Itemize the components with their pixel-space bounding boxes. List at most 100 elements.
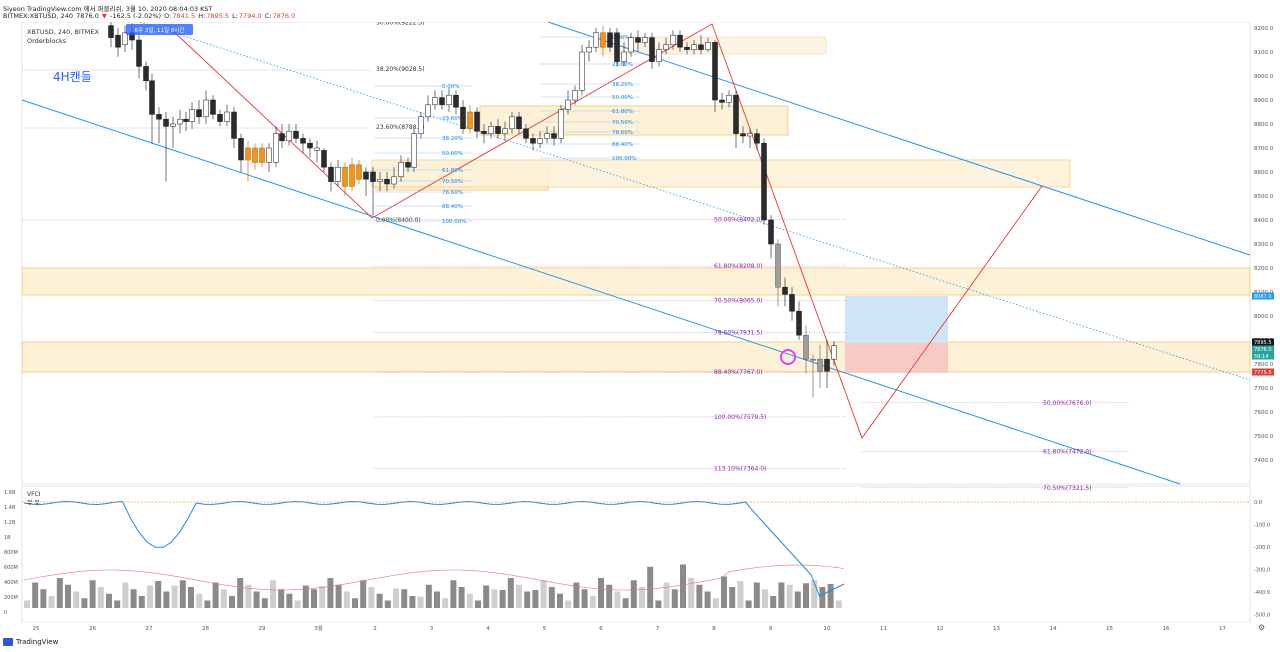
volume-bar bbox=[770, 596, 777, 608]
highlight-circle[interactable] bbox=[780, 349, 796, 365]
candle bbox=[593, 28, 599, 52]
candle bbox=[740, 126, 746, 144]
volume-bar bbox=[270, 580, 276, 608]
candle bbox=[516, 112, 522, 134]
chart-legend-indicator[interactable]: Orderblocks bbox=[27, 37, 67, 45]
candle bbox=[663, 37, 669, 55]
chart-legend-title[interactable]: XBTUSD, 240, BITMEX bbox=[27, 28, 100, 36]
fib-level-label: 0.00%(8400.0) bbox=[376, 217, 421, 224]
volume-bar bbox=[147, 585, 153, 608]
candle bbox=[245, 140, 251, 182]
volume-bar bbox=[56, 578, 63, 608]
volume-bar bbox=[688, 578, 695, 608]
price-axis-label: 9100.0 bbox=[1254, 50, 1274, 56]
indicator-right-label: -300.0 bbox=[1254, 568, 1270, 574]
volume-bar bbox=[122, 582, 129, 608]
time-axis[interactable]: 25 26 27 28 29 3월 2 3 4 5 6 7 8 9 10 11 12 13 14 15 16 17 bbox=[33, 624, 1227, 632]
candle-note[interactable]: 4H캔들 bbox=[53, 70, 92, 84]
settings-gear-icon[interactable]: ⚙ bbox=[1258, 623, 1265, 632]
volume-bar bbox=[97, 587, 104, 608]
candle bbox=[136, 35, 142, 79]
candle bbox=[600, 25, 606, 57]
volume-bar bbox=[229, 596, 235, 608]
ohlc-close-label: C: bbox=[264, 12, 272, 20]
ohlc-high-label: H: bbox=[198, 12, 206, 20]
price-axis-label: 7400.0 bbox=[1254, 458, 1274, 464]
volume-bar bbox=[786, 584, 793, 608]
candle bbox=[405, 157, 411, 172]
volume-bar bbox=[680, 564, 686, 608]
long-position-target[interactable] bbox=[845, 296, 948, 343]
volume-bar bbox=[155, 581, 162, 608]
fib-level-label: 38.20%(9028.5) bbox=[376, 66, 425, 73]
indicator-left-label: 800M bbox=[4, 550, 18, 556]
candle bbox=[635, 30, 641, 52]
candle bbox=[754, 128, 760, 151]
ohlc-close: 7876.0 bbox=[272, 12, 296, 20]
time-axis-label: 11 bbox=[880, 626, 887, 632]
price-axis-label: 9000.0 bbox=[1254, 74, 1274, 80]
fib-level-label: 50.00%(9222.5) bbox=[376, 22, 425, 27]
candle bbox=[108, 22, 114, 48]
time-axis-bar[interactable] bbox=[0, 622, 1280, 634]
long-position-stop[interactable] bbox=[845, 343, 948, 373]
volume-bar bbox=[450, 580, 457, 608]
volume-bar bbox=[278, 589, 285, 608]
volume-bar bbox=[507, 578, 514, 608]
time-axis-label: 3 bbox=[430, 626, 434, 632]
time-axis-label: 10 bbox=[824, 626, 831, 632]
candlesticks[interactable] bbox=[108, 22, 837, 398]
symbol-label[interactable]: BITMEX:XBTUSD, 240 bbox=[3, 12, 74, 20]
volume-bar bbox=[606, 584, 613, 608]
chart-canvas[interactable]: 50.00%(9222.5) 38.20%(9028.5) 23.60%(8788.… bbox=[0, 22, 1280, 634]
candle bbox=[649, 32, 655, 69]
price-axis-label: 8500.0 bbox=[1254, 194, 1274, 200]
volume-bar bbox=[548, 587, 555, 608]
indicator-right-label: -400.0 bbox=[1254, 590, 1270, 596]
candle bbox=[349, 157, 355, 192]
zigzag-projection[interactable] bbox=[169, 23, 1043, 439]
candle bbox=[705, 37, 711, 52]
indicator-left-label: 0 bbox=[4, 610, 7, 616]
candle bbox=[656, 42, 662, 67]
indicator-left-label: 1.4B bbox=[4, 505, 16, 511]
fibonacci-levels[interactable]: 50.00%(9222.5) 38.20%(9028.5) 23.60%(8788.… bbox=[374, 22, 1130, 492]
publish-info: Siyeon TradingView.com 에서 퍼블리쉬, 3월 10, 2… bbox=[3, 5, 213, 13]
price-pane[interactable] bbox=[21, 22, 1251, 485]
candle bbox=[523, 124, 529, 144]
candle bbox=[238, 133, 244, 172]
candle bbox=[495, 119, 501, 139]
price-badge-text: 7775.5 bbox=[1254, 370, 1272, 376]
fib-small-label: 38.20% bbox=[612, 82, 633, 88]
trend-channel[interactable] bbox=[21, 22, 1251, 485]
volume-bar bbox=[491, 589, 498, 608]
candle bbox=[439, 90, 445, 110]
time-axis-label: 27 bbox=[146, 626, 153, 632]
fib-ext-label: 50.00%(7676.0) bbox=[1043, 400, 1092, 407]
price-axis[interactable]: 9200.0 9100.0 9000.0 8900.0 8800.0 8700.0 8600… bbox=[1254, 26, 1274, 464]
indicator-left-label: 1.6B bbox=[4, 490, 16, 496]
volume-bar bbox=[401, 589, 408, 608]
volume-bar bbox=[827, 584, 834, 608]
indicator-name[interactable]: VFCI bbox=[27, 491, 41, 498]
volume-bar bbox=[417, 596, 424, 608]
candle bbox=[300, 133, 306, 153]
candle bbox=[544, 126, 550, 144]
volume-bar bbox=[581, 589, 588, 608]
orderblock-zone bbox=[371, 159, 1071, 188]
time-axis-label: 8 bbox=[712, 626, 716, 632]
volume-bar bbox=[639, 587, 645, 608]
volume-bar bbox=[811, 580, 818, 608]
candle bbox=[614, 28, 620, 67]
candle bbox=[266, 143, 272, 172]
candle bbox=[775, 239, 781, 307]
volume-bar bbox=[778, 582, 785, 608]
price-axis-label: 8300.0 bbox=[1254, 242, 1274, 248]
vfci-indicator[interactable]: 1.6B 1.4B 1.2B 1B 800M 600M 400M 200M 0 0.0 -100.0… bbox=[4, 490, 1270, 619]
candle bbox=[122, 25, 128, 52]
candle bbox=[189, 102, 195, 129]
volume-bar bbox=[835, 600, 842, 608]
candle bbox=[335, 160, 341, 187]
volume-bar bbox=[524, 591, 531, 608]
volume-bar bbox=[803, 583, 809, 608]
